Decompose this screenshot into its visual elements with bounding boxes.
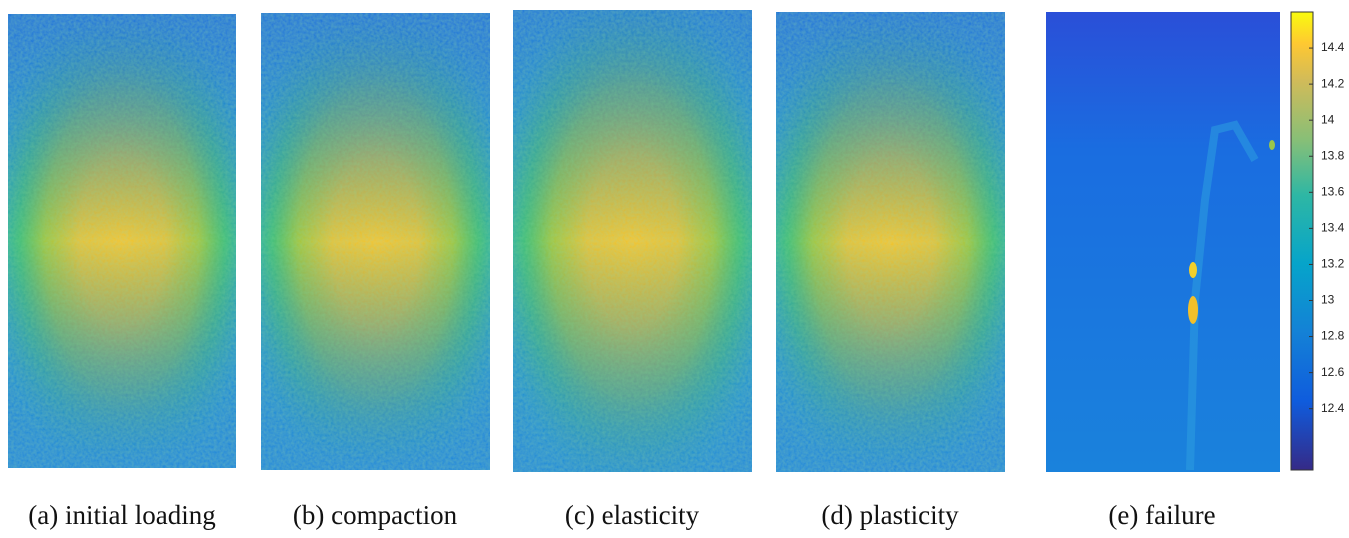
- tick-label: 13.8: [1321, 148, 1345, 162]
- tick-label: 12.8: [1321, 329, 1345, 343]
- tick-label: 13.4: [1321, 221, 1345, 235]
- caption: (c) elasticity: [565, 500, 700, 530]
- panel-d: [776, 12, 1005, 472]
- panel-e: [1046, 12, 1280, 472]
- tick-label: 12.4: [1321, 401, 1345, 415]
- tick-label: 14.2: [1321, 76, 1345, 90]
- tick-label: 13.6: [1321, 184, 1345, 198]
- tick-label: 13: [1321, 293, 1335, 307]
- tick-label: 13.2: [1321, 257, 1345, 271]
- caption: (e) failure: [1108, 500, 1215, 530]
- caption: (b) compaction: [293, 500, 458, 530]
- tick-label: 12.6: [1321, 365, 1345, 379]
- panel-b: [261, 13, 490, 470]
- caption: (d) plasticity: [821, 500, 959, 530]
- caption: (a) initial loading: [28, 500, 215, 530]
- panel-a: [8, 14, 236, 468]
- tick-label: 14: [1321, 112, 1335, 126]
- panel-c: [513, 10, 752, 472]
- colorbar: [1290, 11, 1314, 471]
- tick-label: 14.4: [1321, 40, 1345, 54]
